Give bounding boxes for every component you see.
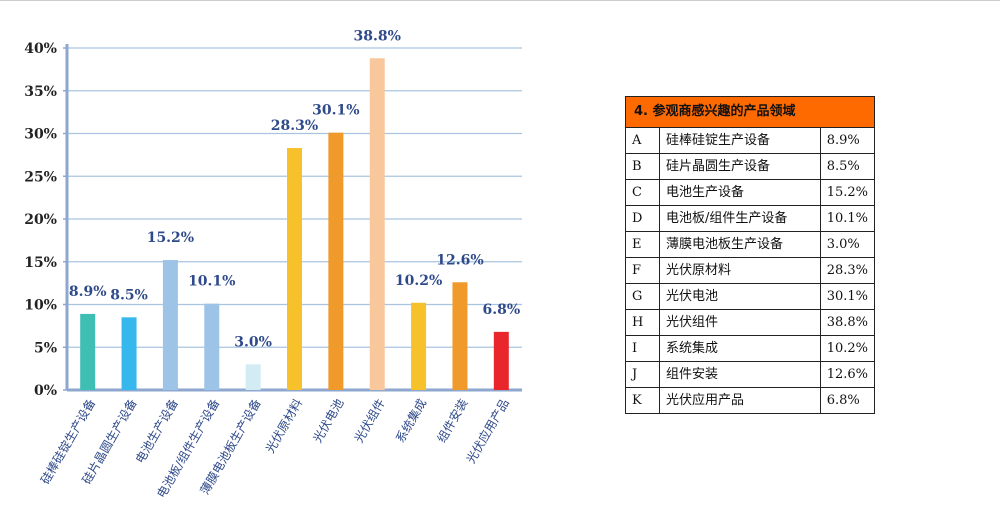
row-value: 8.9% <box>819 127 876 154</box>
table-header-row: 4. 参观商感兴趣的产品领域 <box>625 96 875 128</box>
table-title: 4. 参观商感兴趣的产品领域 <box>625 96 875 128</box>
row-value: 6.8% <box>819 387 876 414</box>
category-label: 光伏电池 <box>310 397 346 446</box>
bar <box>328 132 344 390</box>
category-label: 光伏原材料 <box>263 397 305 456</box>
bar <box>245 364 261 390</box>
category-label: 组件安装 <box>434 396 471 445</box>
row-letter: G <box>625 283 660 310</box>
row-letter: F <box>625 257 660 284</box>
data-label: 8.5% <box>110 287 148 303</box>
data-label: 12.6% <box>436 252 483 268</box>
table-row: K 光伏应用产品 6.8% <box>625 387 876 414</box>
category-label: 光伏应用产品 <box>463 396 512 466</box>
row-name: 薄膜电池板生产设备 <box>659 231 821 258</box>
data-label: 6.8% <box>482 302 520 318</box>
data-label: 10.2% <box>395 273 442 289</box>
row-name: 电池生产设备 <box>659 179 821 206</box>
bar <box>80 313 96 390</box>
table-row: H 光伏组件 38.8% <box>625 309 876 336</box>
table-row: D 电池板/组件生产设备 10.1% <box>625 205 876 232</box>
bar <box>452 282 468 390</box>
row-letter: I <box>625 335 660 362</box>
row-name: 光伏电池 <box>659 283 821 310</box>
row-name: 组件安装 <box>659 361 821 388</box>
y-tick-label: 40% <box>24 41 57 57</box>
row-value: 30.1% <box>819 283 876 310</box>
table-row: F 光伏原材料 28.3% <box>625 257 876 284</box>
row-letter: J <box>625 361 660 388</box>
table-row: B 硅片晶圆生产设备 8.5% <box>625 153 876 180</box>
bar <box>493 331 509 390</box>
row-value: 10.2% <box>819 335 876 362</box>
y-tick-label: 25% <box>24 169 57 185</box>
row-name: 硅片晶圆生产设备 <box>659 153 821 180</box>
bar-chart: 0%5%10%15%20%25%30%35%40%8.9%硅棒硅锭生产设备8.5… <box>24 28 522 501</box>
y-tick-label: 30% <box>24 127 57 143</box>
row-letter: K <box>625 387 660 414</box>
data-label: 30.1% <box>312 103 359 119</box>
data-label: 3.0% <box>234 334 272 350</box>
y-tick-label: 35% <box>24 84 57 100</box>
table-row: I 系统集成 10.2% <box>625 335 876 362</box>
row-value: 8.5% <box>819 153 876 180</box>
row-letter: B <box>625 153 660 180</box>
product-area-table: 4. 参观商感兴趣的产品领域 A 硅棒硅锭生产设备 8.9% B 硅片晶圆生产设备 8.5… <box>625 96 876 414</box>
row-name: 系统集成 <box>659 335 821 362</box>
row-letter: D <box>625 205 660 232</box>
category-label: 光伏组件 <box>352 397 388 446</box>
bar <box>162 260 178 390</box>
data-label: 15.2% <box>147 230 194 246</box>
bar <box>287 148 302 390</box>
row-letter: C <box>625 179 660 206</box>
y-tick-label: 5% <box>34 340 57 356</box>
row-value: 15.2% <box>819 179 876 206</box>
y-tick-label: 10% <box>24 298 57 314</box>
category-label: 电池生产设备 <box>133 397 181 466</box>
y-tick-label: 0% <box>34 383 57 399</box>
row-letter: E <box>625 231 660 258</box>
category-label: 系统集成 <box>392 396 429 445</box>
row-name: 光伏应用产品 <box>659 387 821 414</box>
row-value: 12.6% <box>819 361 876 388</box>
table-row: A 硅棒硅锭生产设备 8.9% <box>625 127 876 154</box>
row-letter: H <box>625 309 660 336</box>
table-row: C 电池生产设备 15.2% <box>625 179 876 206</box>
table-row: E 薄膜电池板生产设备 3.0% <box>625 231 876 258</box>
data-label: 38.8% <box>354 28 401 44</box>
row-value: 38.8% <box>819 309 876 336</box>
row-letter: A <box>625 127 660 154</box>
bar <box>204 303 220 390</box>
row-value: 10.1% <box>819 205 876 232</box>
data-label: 8.9% <box>69 284 107 300</box>
row-value: 3.0% <box>819 231 876 258</box>
row-name: 电池板/组件生产设备 <box>659 205 821 232</box>
row-name: 光伏组件 <box>659 309 821 336</box>
data-label: 10.1% <box>188 274 235 290</box>
y-tick-label: 15% <box>24 255 57 271</box>
row-name: 光伏原材料 <box>659 257 821 284</box>
y-tick-label: 20% <box>24 212 57 228</box>
bar <box>369 58 385 390</box>
data-label: 28.3% <box>271 118 318 134</box>
bar <box>121 317 137 390</box>
table-row: J 组件安装 12.6% <box>625 361 876 388</box>
bar <box>411 302 427 390</box>
table-row: G 光伏电池 30.1% <box>625 283 876 310</box>
row-name: 硅棒硅锭生产设备 <box>659 127 821 154</box>
row-value: 28.3% <box>819 257 876 284</box>
top-divider <box>0 0 1000 1</box>
